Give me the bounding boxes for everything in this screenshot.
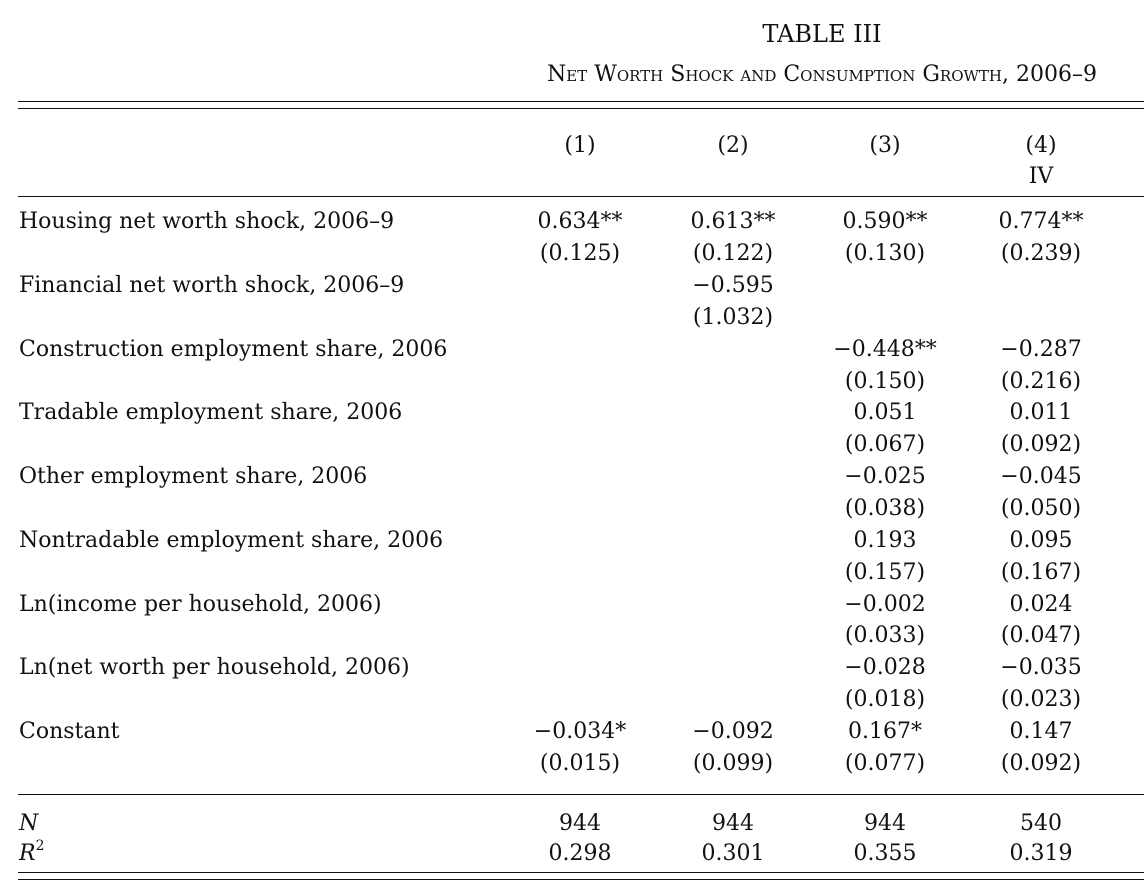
coef-cell: −0.028 xyxy=(844,655,926,680)
se-cell: (0.015) xyxy=(539,751,621,776)
stat-label-r2: R2 xyxy=(19,837,45,868)
row-label-constant: Constant xyxy=(19,719,120,744)
stat-cell: 944 xyxy=(712,811,754,836)
coef-cell: 0.024 xyxy=(1009,592,1073,617)
coef-cell: −0.002 xyxy=(844,592,926,617)
stat-cell: 0.319 xyxy=(1009,841,1073,866)
se-cell: (0.157) xyxy=(844,560,926,585)
se-cell: (1.032) xyxy=(692,305,774,330)
se-cell: (0.122) xyxy=(692,241,774,266)
row-label-nontradable: Nontradable employment share, 2006 xyxy=(19,528,444,553)
coef-cell: −0.448** xyxy=(833,337,937,362)
se-cell: (0.033) xyxy=(844,623,926,648)
se-cell: (0.125) xyxy=(539,241,621,266)
se-cell: (0.077) xyxy=(844,751,926,776)
table-title: TABLE III xyxy=(762,20,882,48)
se-cell: (0.167) xyxy=(1000,560,1082,585)
stat-cell: 0.355 xyxy=(853,841,917,866)
coef-cell: −0.595 xyxy=(692,273,774,298)
header-rule xyxy=(18,196,1144,197)
stat-label-n: N xyxy=(19,811,39,836)
coef-cell: −0.287 xyxy=(1000,337,1082,362)
bottom-rule-1 xyxy=(18,872,1144,873)
coef-cell: 0.634** xyxy=(537,209,623,234)
column-header-2: (2) xyxy=(717,133,749,158)
coef-cell: 0.167* xyxy=(848,719,922,744)
column-header-4: (4) xyxy=(1025,133,1057,158)
row-label-financial: Financial net worth shock, 2006–9 xyxy=(19,273,405,298)
se-cell: (0.130) xyxy=(844,241,926,266)
se-cell: (0.038) xyxy=(844,496,926,521)
row-label-other: Other employment share, 2006 xyxy=(19,464,368,489)
column-header-3: (3) xyxy=(869,133,901,158)
se-cell: (0.047) xyxy=(1000,623,1082,648)
coef-cell: 0.193 xyxy=(853,528,917,553)
stat-cell: 0.298 xyxy=(548,841,612,866)
column-subheader-4: IV xyxy=(1028,164,1054,189)
table-subtitle: Net Worth Shock and Consumption Growth, … xyxy=(547,62,1097,87)
stat-cell: 944 xyxy=(864,811,906,836)
se-cell: (0.239) xyxy=(1000,241,1082,266)
stat-cell: 944 xyxy=(559,811,601,836)
coef-cell: −0.034* xyxy=(533,719,627,744)
row-label-networth: Ln(net worth per household, 2006) xyxy=(19,655,410,680)
coef-cell: −0.092 xyxy=(692,719,774,744)
bottom-rule-2 xyxy=(18,879,1144,880)
se-cell: (0.092) xyxy=(1000,432,1082,457)
se-cell: (0.099) xyxy=(692,751,774,776)
row-label-housing: Housing net worth shock, 2006–9 xyxy=(19,209,395,234)
coef-cell: 0.147 xyxy=(1009,719,1073,744)
coef-cell: 0.774** xyxy=(998,209,1084,234)
se-cell: (0.092) xyxy=(1000,751,1082,776)
coef-cell: −0.035 xyxy=(1000,655,1082,680)
coef-cell: 0.051 xyxy=(853,400,917,425)
row-label-tradable: Tradable employment share, 2006 xyxy=(19,400,403,425)
se-cell: (0.023) xyxy=(1000,687,1082,712)
stat-cell: 540 xyxy=(1020,811,1062,836)
top-rule-2 xyxy=(18,108,1144,109)
se-cell: (0.216) xyxy=(1000,369,1082,394)
stat-cell: 0.301 xyxy=(701,841,765,866)
se-cell: (0.150) xyxy=(844,369,926,394)
coef-cell: 0.590** xyxy=(842,209,928,234)
se-cell: (0.050) xyxy=(1000,496,1082,521)
se-cell: (0.018) xyxy=(844,687,926,712)
coef-cell: 0.613** xyxy=(690,209,776,234)
row-label-income: Ln(income per household, 2006) xyxy=(19,592,382,617)
coef-cell: −0.045 xyxy=(1000,464,1082,489)
column-header-1: (1) xyxy=(564,133,596,158)
se-cell: (0.067) xyxy=(844,432,926,457)
stat-label-superscript: 2 xyxy=(35,837,45,854)
stat-label-r: R xyxy=(19,841,36,866)
coef-cell: −0.025 xyxy=(844,464,926,489)
coef-cell: 0.011 xyxy=(1009,400,1073,425)
row-label-construction: Construction employment share, 2006 xyxy=(19,337,448,362)
top-rule-1 xyxy=(18,101,1144,102)
coef-cell: 0.095 xyxy=(1009,528,1073,553)
stats-rule xyxy=(18,794,1144,795)
